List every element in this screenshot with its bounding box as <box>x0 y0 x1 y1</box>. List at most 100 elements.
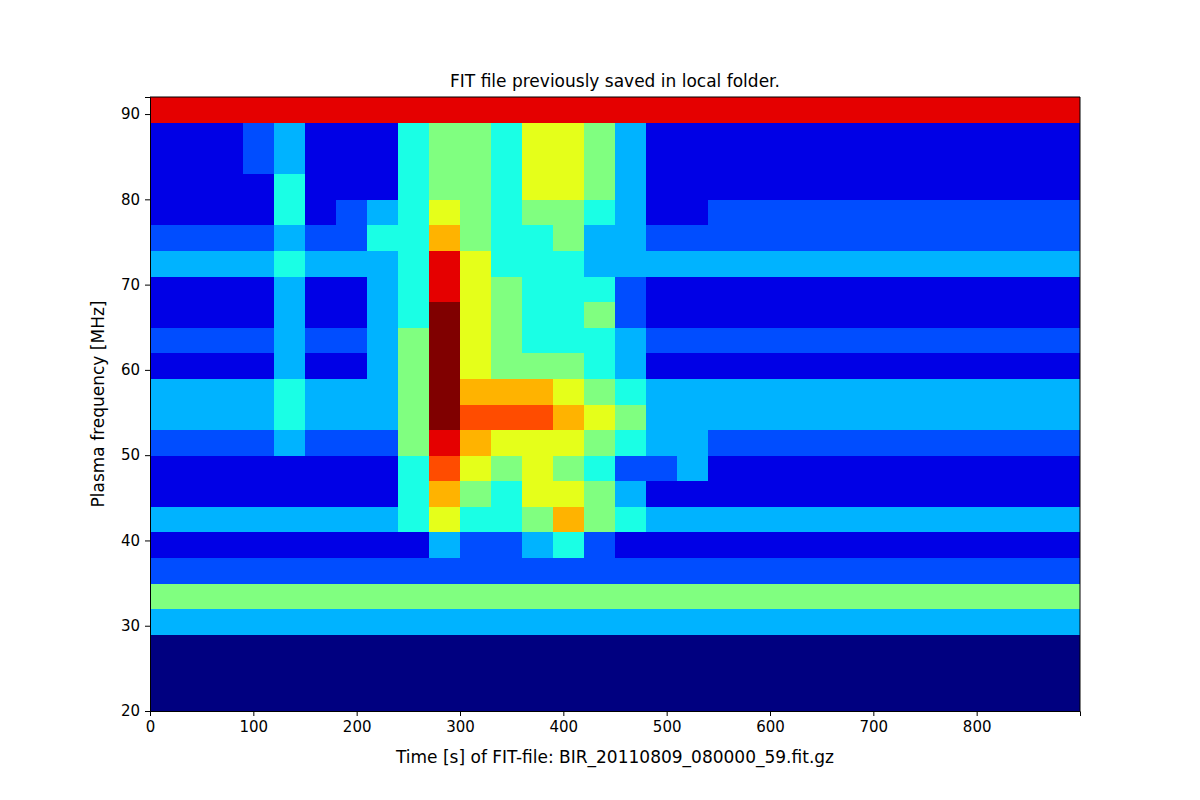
heatmap-cell <box>646 430 678 456</box>
y-tick: 80 <box>121 191 150 209</box>
heatmap-cell <box>243 302 275 328</box>
heatmap-cell <box>398 583 430 609</box>
heatmap-cell <box>150 174 182 200</box>
heatmap-cell <box>181 378 213 404</box>
heatmap-cell <box>522 148 554 174</box>
heatmap-cell <box>460 199 492 225</box>
heatmap-cell <box>646 685 678 711</box>
heatmap-cell <box>336 148 368 174</box>
heatmap-cell <box>894 404 926 430</box>
heatmap-cell <box>739 583 771 609</box>
heatmap-cell <box>615 660 647 686</box>
heatmap-cell <box>429 404 461 430</box>
heatmap-cell <box>398 404 430 430</box>
heatmap-cell <box>336 583 368 609</box>
heatmap-cell <box>584 148 616 174</box>
heatmap-cell <box>398 430 430 456</box>
heatmap-cell <box>863 583 895 609</box>
heatmap-cell <box>770 251 802 277</box>
heatmap-cell <box>243 174 275 200</box>
heatmap-cell <box>925 199 957 225</box>
heatmap-cell <box>522 583 554 609</box>
heatmap-cell <box>305 506 337 532</box>
heatmap-cell <box>801 276 833 302</box>
heatmap-cell <box>274 430 306 456</box>
heatmap-cell <box>863 558 895 584</box>
heatmap-cell <box>832 97 864 123</box>
heatmap-cell <box>801 532 833 558</box>
y-tick-mark <box>145 285 150 286</box>
heatmap-cell <box>1049 353 1080 379</box>
heatmap-cell <box>243 148 275 174</box>
heatmap-cell <box>429 609 461 635</box>
heatmap-cell <box>522 532 554 558</box>
heatmap-cell <box>522 97 554 123</box>
heatmap-cell <box>243 609 275 635</box>
heatmap-cell <box>987 97 1019 123</box>
heatmap-cell <box>553 225 585 251</box>
heatmap-cell <box>770 404 802 430</box>
heatmap-cell <box>212 148 244 174</box>
heatmap-cell <box>832 532 864 558</box>
heatmap-cell <box>584 123 616 149</box>
heatmap-cell <box>522 506 554 532</box>
heatmap-cells <box>150 97 1080 711</box>
heatmap-cell <box>336 378 368 404</box>
heatmap-cell <box>801 97 833 123</box>
heatmap-cell <box>801 174 833 200</box>
heatmap-cell <box>584 583 616 609</box>
heatmap-cell <box>243 532 275 558</box>
heatmap-cell <box>832 609 864 635</box>
heatmap-cell <box>894 123 926 149</box>
heatmap-cell <box>956 353 988 379</box>
heatmap-cell <box>832 506 864 532</box>
heatmap-cell <box>1049 327 1080 353</box>
heatmap-cell <box>553 302 585 328</box>
heatmap-cell <box>987 199 1019 225</box>
heatmap-cell <box>274 583 306 609</box>
heatmap-cell <box>429 97 461 123</box>
heatmap-cell <box>646 302 678 328</box>
heatmap-cell <box>925 609 957 635</box>
heatmap-cell <box>863 97 895 123</box>
heatmap-cell <box>274 148 306 174</box>
heatmap-cell <box>615 481 647 507</box>
heatmap-cell <box>460 97 492 123</box>
heatmap-cell <box>367 276 399 302</box>
heatmap-cell <box>460 430 492 456</box>
heatmap-cell <box>925 251 957 277</box>
heatmap-cell <box>677 378 709 404</box>
heatmap-cell <box>832 685 864 711</box>
heatmap-cell <box>739 430 771 456</box>
heatmap-cell <box>274 225 306 251</box>
heatmap-cell <box>367 302 399 328</box>
heatmap-cell <box>615 455 647 481</box>
heatmap-cell <box>336 609 368 635</box>
heatmap-cell <box>212 660 244 686</box>
heatmap-cell <box>987 583 1019 609</box>
heatmap-cell <box>894 532 926 558</box>
heatmap-cell <box>274 455 306 481</box>
heatmap-cell <box>739 353 771 379</box>
heatmap-cell <box>398 276 430 302</box>
x-tick: 100 <box>240 711 269 736</box>
heatmap-cell <box>739 634 771 660</box>
heatmap-cell <box>305 609 337 635</box>
heatmap-cell <box>1018 123 1050 149</box>
heatmap-cell <box>832 174 864 200</box>
heatmap-cell <box>956 199 988 225</box>
heatmap-cell <box>739 532 771 558</box>
heatmap-cell <box>181 455 213 481</box>
y-axis: 2030405060708090 <box>121 98 151 721</box>
heatmap-cell <box>522 225 554 251</box>
heatmap-cell <box>677 302 709 328</box>
heatmap-cell <box>987 148 1019 174</box>
x-tick-label: 300 <box>446 718 475 736</box>
heatmap-cell <box>739 558 771 584</box>
heatmap-cell <box>863 199 895 225</box>
heatmap-cell <box>832 455 864 481</box>
heatmap-cell <box>429 634 461 660</box>
heatmap-cell <box>150 276 182 302</box>
heatmap-cell <box>956 404 988 430</box>
heatmap-cell <box>987 174 1019 200</box>
